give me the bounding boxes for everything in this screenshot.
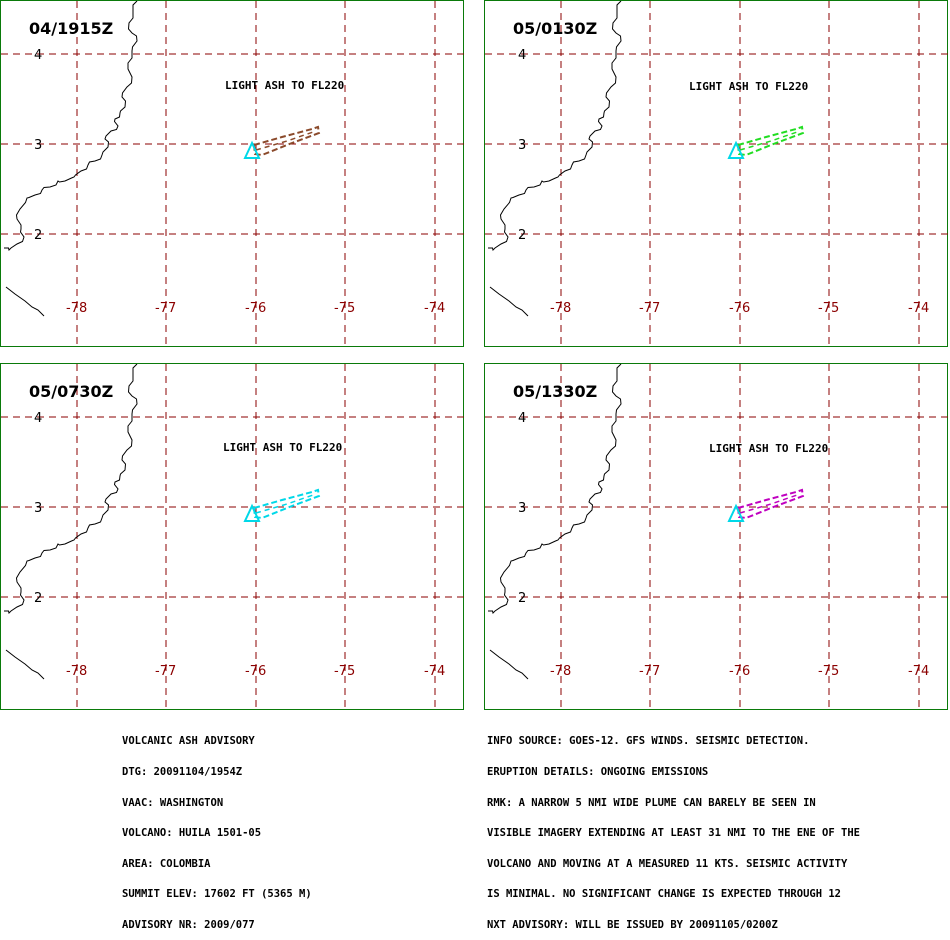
coastline [5,649,45,680]
longitude-label: -75 [334,664,355,679]
advisory-line: VOLCANO: HUILA 1501-05 [122,827,262,840]
longitude-label: -74 [908,664,929,679]
coastline [488,364,622,614]
panel-timestamp: 04/1915Z [29,19,114,38]
ash-plume-core [739,130,801,151]
longitude-label: -76 [245,664,266,679]
coastline [489,649,529,680]
latitude-label: 4 [518,411,526,426]
ash-label: LIGHT ASH TO FL220 [689,80,809,93]
longitude-label: -76 [729,301,750,316]
longitude-label: -74 [424,301,445,316]
latitude-label: 2 [518,228,526,243]
map-canvas-2: -78 -77 -76 -75 -74 4 3 2 [485,1,949,348]
longitude-label: -74 [908,301,929,316]
coastline [488,1,622,251]
coastline [4,364,138,614]
volcano-icon [727,140,745,159]
map-canvas-3: -78 -77 -76 -75 -74 4 3 2 [1,364,465,711]
panel-timestamp: 05/1330Z [513,382,598,401]
advisory-left: VOLCANIC ASH ADVISORY DTG: 20091104/1954… [122,716,312,940]
advisory-line: SUMMIT ELEV: 17602 FT (5365 M) [122,888,312,901]
latitude-label: 3 [518,138,526,153]
coastline [4,1,138,251]
map-panel-3: -78 -77 -76 -75 -74 4 3 2 05/0730Z LIGHT ASH TO… [0,363,465,711]
latitude-label: 3 [34,138,42,153]
latitude-label: 4 [34,48,42,63]
longitude-label: -75 [818,301,839,316]
latitude-label: 2 [34,228,42,243]
panel-timestamp: 05/0730Z [29,382,114,401]
advisory-line: IS MINIMAL. NO SIGNIFICANT CHANGE IS EXP… [487,888,842,901]
longitude-label: -78 [550,301,571,316]
advisory-line: ERUPTION DETAILS: ONGOING EMISSIONS [487,766,709,778]
ash-plume-core [739,493,801,514]
coastline [489,286,529,317]
longitude-label: -76 [245,301,266,316]
map-panel-4: -78 -77 -76 -75 -74 4 3 2 05/1330Z LIGHT ASH TO… [484,363,949,711]
ash-label: LIGHT ASH TO FL220 [225,79,345,92]
advisory-line: VISIBLE IMAGERY EXTENDING AT LEAST 31 NM… [487,827,860,840]
ash-label: LIGHT ASH TO FL220 [223,441,343,454]
advisory-line: ADVISORY NR: 2009/077 [122,918,255,931]
advisory-line: NXT ADVISORY: WILL BE ISSUED BY 20091105… [487,918,778,931]
map-canvas-1: -78 -77 -76 -75 -74 4 3 2 [1,1,465,348]
longitude-label: -77 [639,664,660,679]
longitude-label: -77 [639,301,660,316]
ash-plume-core [255,130,317,151]
longitude-label: -75 [818,664,839,679]
advisory-line: VAAC: WASHINGTON [122,796,224,809]
advisory-line: AREA: COLOMBIA [122,857,211,870]
map-panel-2: -78 -77 -76 -75 -74 4 3 2 05/0130Z LIGHT ASH TO… [484,0,949,348]
ash-label: LIGHT ASH TO FL220 [709,442,829,455]
panel-timestamp: 05/0130Z [513,19,598,38]
advisory-right: INFO SOURCE: GOES-12. GFS WINDS. SEISMIC… [487,716,860,940]
latitude-label: 2 [34,591,42,606]
advisory-line: RMK: A NARROW 5 NMI WIDE PLUME CAN BAREL… [487,796,816,809]
longitude-label: -77 [155,301,176,316]
advisory-line: VOLCANIC ASH ADVISORY [122,735,255,748]
latitude-label: 3 [518,501,526,516]
latitude-label: 4 [34,411,42,426]
latitude-label: 4 [518,48,526,63]
volcano-icon [243,503,261,522]
volcano-icon [727,503,745,522]
ash-plume-core [255,493,317,514]
longitude-label: -78 [66,664,87,679]
longitude-label: -78 [550,664,571,679]
coastline [5,286,45,317]
longitude-label: -77 [155,664,176,679]
advisory-line: INFO SOURCE: GOES-12. GFS WINDS. SEISMIC… [487,735,810,748]
longitude-label: -74 [424,664,445,679]
advisory-line: VOLCANO AND MOVING AT A MEASURED 11 KTS.… [487,857,848,870]
longitude-label: -78 [66,301,87,316]
advisory-line: DTG: 20091104/1954Z [122,766,243,778]
longitude-label: -76 [729,664,750,679]
map-panel-1: -78 -77 -76 -75 -74 4 3 2 04/1915Z LIGHT ASH TO… [0,0,465,348]
latitude-label: 2 [518,591,526,606]
latitude-label: 3 [34,501,42,516]
map-canvas-4: -78 -77 -76 -75 -74 4 3 2 [485,364,949,711]
volcano-icon [243,140,261,159]
longitude-label: -75 [334,301,355,316]
